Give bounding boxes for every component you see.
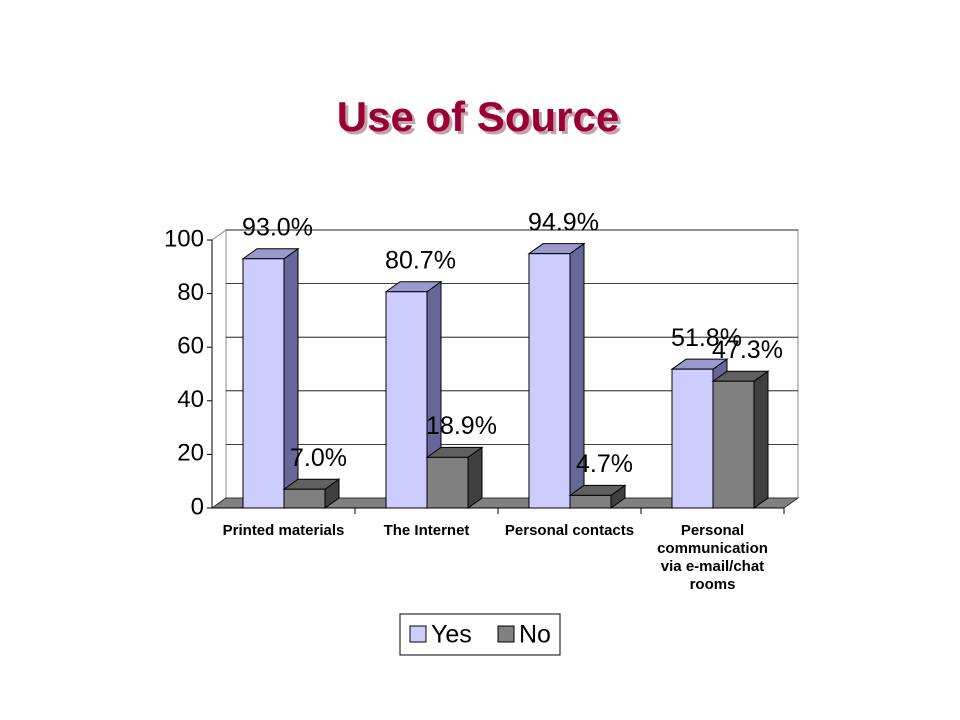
bar-side — [753, 370, 769, 509]
legend-label: No — [519, 621, 551, 649]
value-label: 7.0% — [290, 444, 347, 472]
side-wall — [211, 229, 227, 509]
bar — [568, 484, 627, 509]
bar — [425, 446, 484, 509]
x-tick-label: Personal communication via e-mail/chat r… — [657, 522, 768, 593]
bar-front — [283, 488, 326, 509]
legend-label: Yes — [431, 621, 472, 649]
bar — [241, 247, 300, 509]
legend-swatch — [409, 625, 427, 643]
bar-front — [569, 494, 612, 509]
bar — [711, 370, 770, 509]
bar-front — [426, 456, 469, 509]
legend-swatch — [497, 625, 515, 643]
value-label: 4.7% — [576, 450, 633, 478]
title-shadow: Use of Source — [340, 96, 622, 143]
bar — [282, 478, 341, 509]
bar-front — [528, 253, 571, 509]
bar-front — [712, 380, 755, 509]
value-label: 80.7% — [385, 246, 456, 274]
bar-front — [242, 258, 285, 509]
y-tick-label: 20 — [177, 440, 204, 467]
bar-front — [385, 291, 428, 509]
bar-front — [671, 368, 714, 509]
value-label: 18.9% — [426, 412, 497, 440]
y-tick-label: 60 — [177, 333, 204, 360]
value-label: 93.0% — [242, 213, 313, 241]
value-label: 94.9% — [528, 208, 599, 236]
x-tick-label: Printed materials — [222, 522, 345, 539]
y-tick-label: 40 — [177, 386, 204, 413]
value-label: 47.3% — [712, 336, 783, 364]
x-tick-label: Personal contacts — [504, 522, 635, 539]
x-tick-label: The Internet — [383, 522, 470, 539]
y-tick-label: 100 — [164, 225, 204, 252]
y-tick-label: 80 — [177, 279, 204, 306]
legend-box — [399, 613, 561, 656]
y-tick-label: 0 — [191, 493, 204, 520]
chart-title: Use of Source — [337, 93, 619, 140]
value-label: 51.8% — [671, 324, 742, 352]
bar — [527, 242, 586, 509]
